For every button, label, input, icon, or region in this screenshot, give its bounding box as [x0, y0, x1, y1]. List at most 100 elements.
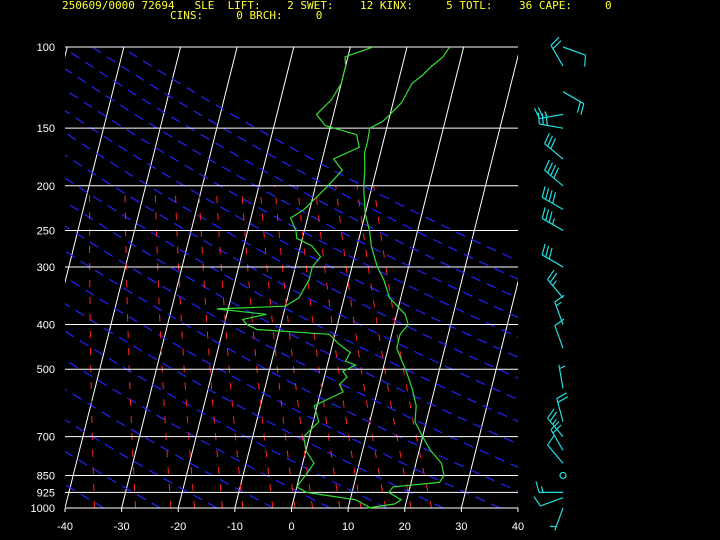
mixing-ratio-line [55, 186, 57, 508]
wind-barb [547, 269, 564, 299]
mixing-ratio-line [373, 185, 432, 509]
wind-barb-flag [550, 36, 560, 46]
mixing-ratio-line [297, 185, 341, 509]
wind-barb-flag [544, 133, 550, 144]
temperature-tick-label: 40 [512, 521, 524, 533]
wind-barb-half-flag [552, 218, 555, 225]
wind-barb-half-flag [552, 280, 557, 286]
wind-barb-half-flag [559, 365, 566, 370]
wind-barb [558, 364, 566, 389]
temperature-tick-label: 0 [288, 521, 294, 533]
wind-barb [554, 318, 565, 349]
wind-barb-staff [562, 46, 586, 56]
wind-barb-flag [552, 40, 562, 50]
pressure-tick-label: 850 [37, 470, 55, 482]
wind-barb-staff [540, 497, 564, 507]
wind-barb-half-flag [549, 525, 557, 528]
temperature-tick-label: 30 [455, 521, 467, 533]
pressure-tick-label: 1000 [31, 503, 55, 515]
wind-barb-flag [541, 243, 546, 256]
wind-barb [541, 243, 564, 268]
wind-barb-flag [548, 247, 553, 260]
wind-barb-staff [554, 325, 564, 349]
temperature-tick-label: -40 [57, 521, 73, 533]
wind-barb [549, 507, 564, 531]
isobars [65, 46, 518, 509]
dry-adiabat-line [65, 68, 518, 318]
isotherm-line [234, 47, 351, 509]
dry-adiabat-line [65, 110, 518, 358]
dry-adiabat-line [91, 47, 518, 280]
temperature-tick-label: 20 [399, 521, 411, 533]
mixing-ratio-line [314, 185, 362, 509]
wind-barb-flag [537, 107, 544, 119]
dry-adiabat-line [65, 154, 518, 401]
mixing-ratio-line [198, 185, 223, 509]
mixing-ratio-line [154, 185, 172, 509]
wind-barb [556, 392, 568, 422]
wind-barb-flag [541, 186, 546, 198]
temperature-trace [363, 47, 451, 509]
wind-barb [547, 435, 564, 464]
mixing-ratio-line [174, 185, 195, 509]
wind-barb [541, 186, 564, 210]
isotherm-line [65, 47, 125, 285]
wind-barb-flag [533, 496, 541, 507]
dewpoint-trace [216, 47, 374, 509]
header-indices-line2: CINS: 0 BRCH: 0 [170, 9, 323, 22]
temperature-axis-labels: -40 -30 -20 -10 0 10 20 30 40 [57, 508, 524, 533]
wind-barb-calm [559, 471, 567, 480]
header-indices-line1: 250609/0000 72694 SLE LIFT: 2 SWET: 12 K… [62, 0, 612, 12]
wind-barb-half-flag [552, 418, 557, 425]
wind-barb-flag [550, 421, 560, 431]
pressure-axis-labels: 100 150 200 250 300 400 500 700 850 925 1000 [31, 42, 55, 515]
wind-barb-flag [544, 159, 550, 171]
wind-barb-flag [548, 211, 553, 223]
pressure-tick-label: 200 [37, 181, 55, 193]
dry-adiabat-line [65, 419, 218, 509]
mixing-ratio-line [124, 185, 137, 509]
wind-barb-flag [554, 294, 565, 303]
mixing-ratio-line [259, 185, 296, 509]
dry-adiabat-line [65, 225, 518, 468]
dry-adiabat-line [65, 177, 518, 423]
temperature-tick-label: -20 [170, 521, 186, 533]
dry-adiabat-line [65, 302, 444, 509]
dry-adiabat-line [65, 450, 161, 509]
wind-barb [547, 408, 564, 437]
pressure-tick-label: 300 [37, 262, 55, 274]
pressure-tick-label: 700 [37, 432, 55, 444]
dry-adiabat-line [121, 47, 518, 262]
mixing-ratio-line [274, 185, 314, 509]
wind-barb-flag [541, 207, 546, 219]
wind-barb-flag [547, 408, 555, 419]
isotherm-line [460, 279, 518, 509]
wind-barb-flag [547, 269, 555, 280]
wind-barb-flag [557, 396, 568, 403]
wind-barb [535, 481, 563, 493]
pressure-tick-label: 925 [37, 487, 55, 499]
wind-barb-half-flag [540, 486, 544, 493]
wind-barb-flag [550, 164, 557, 176]
dry-adiabat-line [65, 200, 518, 445]
wind-barb-flag [545, 209, 550, 221]
isotherm-line [517, 505, 518, 508]
temperature-tick-label: -10 [227, 521, 243, 533]
background-grid [0, 47, 518, 509]
wind-barb-flag [545, 245, 550, 258]
wind-barb-flag [549, 411, 558, 422]
mixing-ratio-line [335, 185, 387, 509]
wind-barb [544, 133, 564, 160]
isotherm-line [65, 47, 182, 509]
wind-barb-flag [545, 188, 550, 200]
wind-barb-flag [554, 318, 565, 327]
isotherm-line [0, 47, 11, 508]
wind-barb [541, 207, 564, 231]
wind-barb-staff [547, 444, 564, 464]
wind-barb-flag [552, 192, 557, 204]
mixing-ratio-line [89, 185, 95, 509]
wind-barb [544, 159, 564, 187]
wind-barb-staff [544, 143, 564, 160]
wind-barb-flag [535, 481, 540, 493]
dry-adiabat-line [65, 88, 518, 338]
